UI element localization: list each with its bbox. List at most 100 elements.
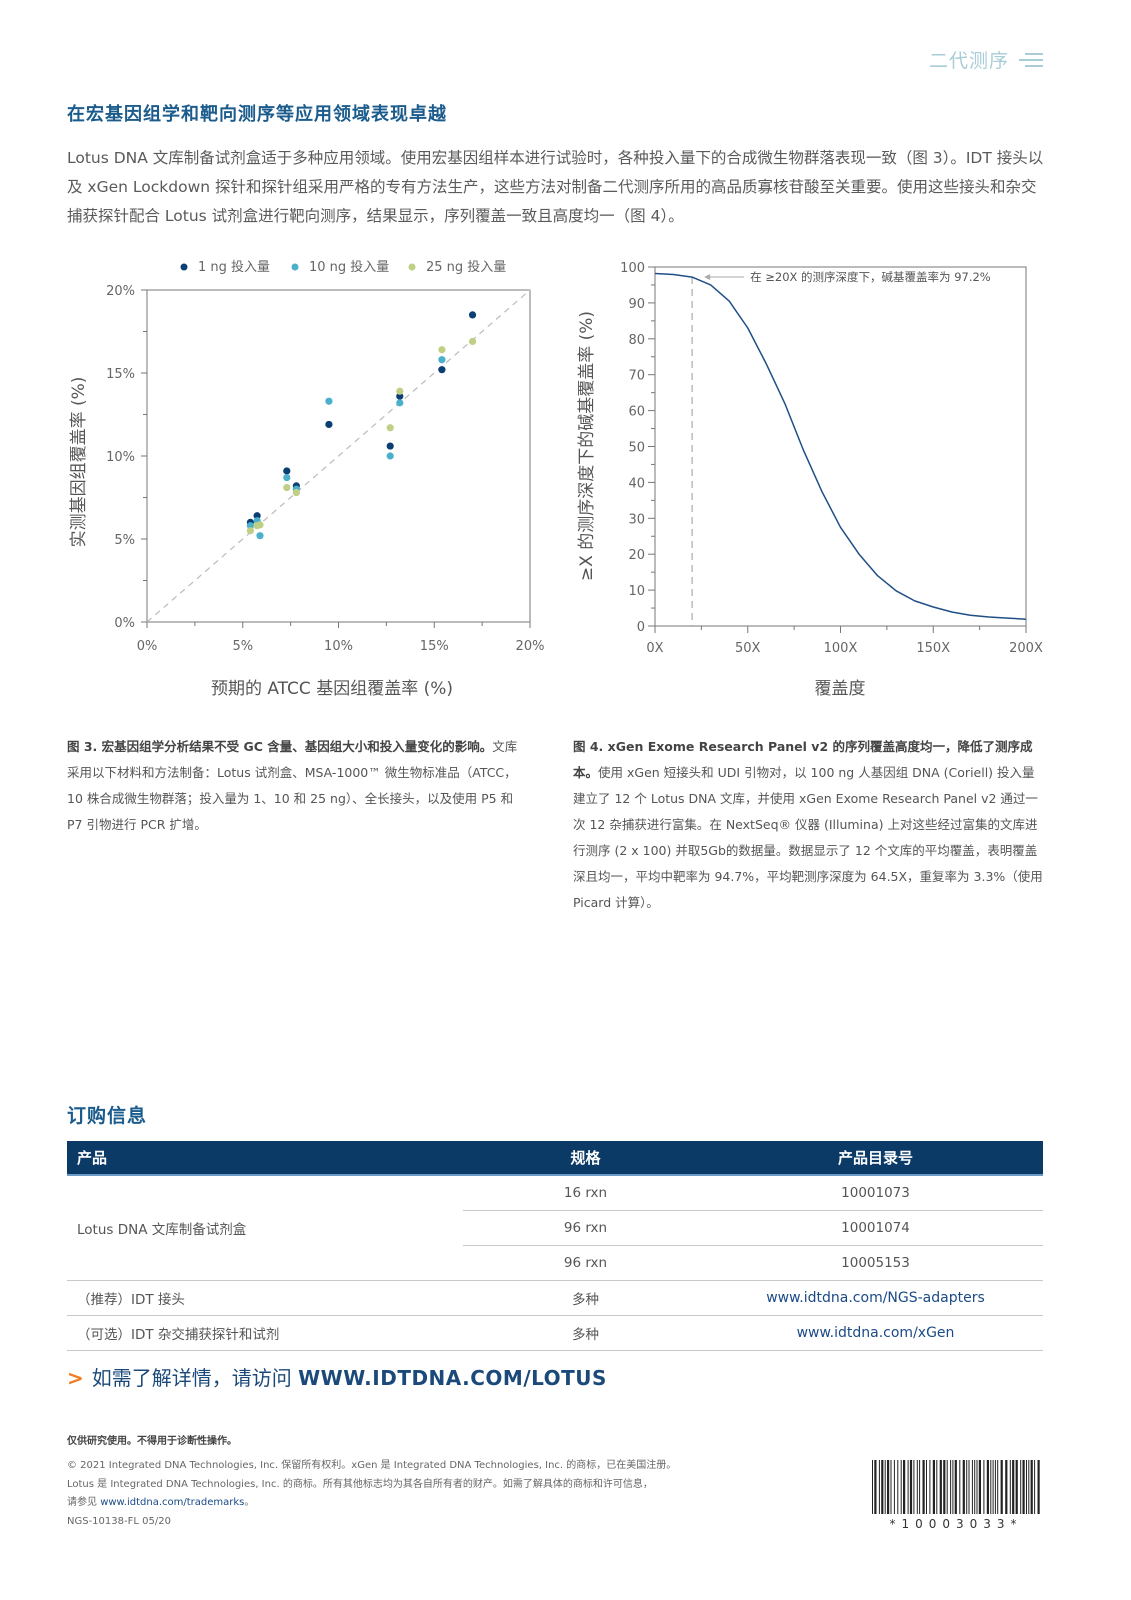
data-point	[438, 356, 446, 364]
data-point	[386, 442, 394, 450]
y-tick-label: 30	[628, 512, 645, 527]
table-row: （推荐）IDT 接头 多种 www.idtdna.com/NGS-adapter…	[67, 1280, 1043, 1316]
annotation-text: 在 ≥20X 的测序深度下，碱基覆盖率为 97.2%	[750, 270, 991, 284]
catalog-cell: 10001074	[708, 1210, 1043, 1246]
barcode-bar	[1020, 1460, 1022, 1514]
scatter-chart: 0% 5% 10% 15% 20% 0% 5% 10% 15% 20% 预期的 ATCC 基因组覆盖…	[69, 259, 544, 699]
header-catalog: 产品目录号	[708, 1141, 1043, 1176]
barcode-bar	[909, 1460, 913, 1514]
barcode-bar	[1022, 1460, 1025, 1514]
barcode-bar	[986, 1460, 989, 1514]
x-tick-label: 0X	[646, 641, 663, 656]
barcode-bar	[932, 1460, 935, 1514]
catalog-cell: www.idtdna.com/xGen	[708, 1315, 1043, 1351]
barcode-bar	[962, 1460, 965, 1514]
y-tick-label: 60	[628, 405, 645, 420]
legal-line: Lotus 是 Integrated DNA Technologies, Inc…	[67, 1478, 653, 1490]
y-tick-label: 5%	[114, 533, 135, 548]
barcode: *10003033*	[872, 1460, 1040, 1530]
barcode-bar	[872, 1460, 873, 1514]
spec-cell: 16 rxn	[463, 1175, 708, 1211]
barcode-bar	[890, 1460, 892, 1514]
legend-marker	[408, 263, 416, 271]
barcode-bar	[1034, 1460, 1036, 1514]
catalog-cell: 10005153	[708, 1245, 1043, 1281]
spec-cell: 96 rxn	[463, 1245, 708, 1281]
barcode-bar	[1000, 1460, 1003, 1514]
barcode-bar	[874, 1460, 877, 1514]
product-cell: Lotus DNA 文库制备试剂盒	[67, 1175, 463, 1281]
y-tick-label: 100	[620, 261, 645, 276]
y-tick-label: 20	[628, 548, 645, 563]
section-label: 二代测序	[928, 50, 1009, 72]
data-point	[292, 488, 300, 497]
table-row: 96 rxn 10005153	[67, 1245, 1043, 1281]
barcode-bar	[994, 1460, 996, 1514]
barcode-bar	[903, 1460, 906, 1514]
ngs-adapters-link[interactable]: www.idtdna.com/NGS-adapters	[766, 1290, 985, 1306]
barcode-bar	[1012, 1460, 1015, 1514]
caption-bold: 图 3. 宏基因组学分析结果不受 GC 含量、基因组大小和投入量变化的影响。	[67, 739, 493, 754]
data-point	[468, 337, 477, 346]
trademarks-link[interactable]: www.idtdna.com/trademarks	[100, 1497, 245, 1508]
product-cell: （可选）IDT 杂交捕获探针和试剂	[67, 1315, 463, 1351]
caption-text: 使用 xGen 短接头和 UDI 引物对，以 100 ng 人基因组 DNA (…	[573, 765, 1043, 910]
order-title: 订购信息	[67, 1105, 148, 1127]
barcode-bar	[1028, 1460, 1030, 1514]
y-tick-label: 10	[628, 584, 645, 599]
table-row: （可选）IDT 杂交捕获探针和试剂 多种 www.idtdna.com/xGen	[67, 1315, 1043, 1351]
y-axis-label: 实测基因组覆盖率 (%)	[69, 377, 89, 548]
plot-frame	[654, 266, 1027, 627]
data-point	[396, 392, 404, 400]
barcode-bar	[897, 1460, 899, 1514]
x-tick-label: 0%	[137, 639, 158, 654]
barcode-bar	[1026, 1460, 1027, 1514]
barcode-bar	[1030, 1460, 1033, 1514]
data-point	[386, 452, 394, 460]
barcode-bar	[959, 1460, 961, 1514]
legal-prefix: 请参见	[67, 1497, 101, 1508]
lotus-url-link[interactable]: WWW.IDTDNA.COM/LOTUS	[298, 1366, 607, 1390]
table-header-row: 产品 规格 产品目录号	[67, 1141, 1043, 1176]
x-tick-label: 200X	[1009, 641, 1043, 656]
barcode-bar	[971, 1460, 973, 1514]
barcode-bar	[936, 1460, 938, 1514]
catalog-cell: www.idtdna.com/NGS-adapters	[708, 1280, 1043, 1316]
x-tick-label: 5%	[232, 639, 253, 654]
y-tick-label: 0%	[114, 616, 135, 631]
x-tick-label: 10%	[324, 639, 353, 654]
cta-text: 如需了解详情，请访问	[91, 1366, 299, 1390]
data-point	[396, 387, 404, 395]
figure-3-caption: 图 3. 宏基因组学分析结果不受 GC 含量、基因组大小和投入量变化的影响。文库…	[67, 734, 527, 838]
x-tick-label: 100X	[824, 641, 858, 656]
data-point	[253, 512, 261, 520]
y-axis-label: ≥X 的测序深度下的碱基覆盖率 (%)	[577, 311, 597, 581]
y-tick-label: 20%	[106, 284, 135, 299]
legend-label: 25 ng 投入量	[426, 259, 506, 275]
data-point	[246, 527, 255, 535]
barcode-bar	[997, 1460, 999, 1514]
x-tick-label: 50X	[735, 641, 761, 656]
barcode-bar	[919, 1460, 921, 1514]
barcode-bar	[978, 1460, 981, 1514]
barcode-bar	[907, 1460, 909, 1514]
barcode-bar	[943, 1460, 946, 1514]
header-spec: 规格	[463, 1141, 708, 1176]
barcode-bar	[878, 1460, 880, 1514]
chevron-right-icon: >	[67, 1366, 84, 1390]
barcode-bar	[950, 1460, 952, 1514]
data-point	[325, 397, 333, 405]
xgen-link[interactable]: www.idtdna.com/xGen	[796, 1325, 955, 1341]
barcode-bar	[968, 1460, 970, 1514]
barcode-bar	[887, 1460, 890, 1514]
data-point	[283, 467, 291, 475]
barcode-bar	[916, 1460, 918, 1514]
caption-bold: 图 4. xGen Exome Research Panel v2 的序列覆盖高…	[573, 739, 1033, 780]
barcode-bar	[954, 1460, 957, 1514]
barcode-bar	[976, 1460, 978, 1514]
doc-code: NGS-10138-FL 05/20	[67, 1515, 171, 1527]
data-point	[325, 420, 333, 429]
data-point	[468, 311, 477, 319]
barcode-bar	[939, 1460, 942, 1514]
y-tick-label: 50	[628, 441, 645, 456]
